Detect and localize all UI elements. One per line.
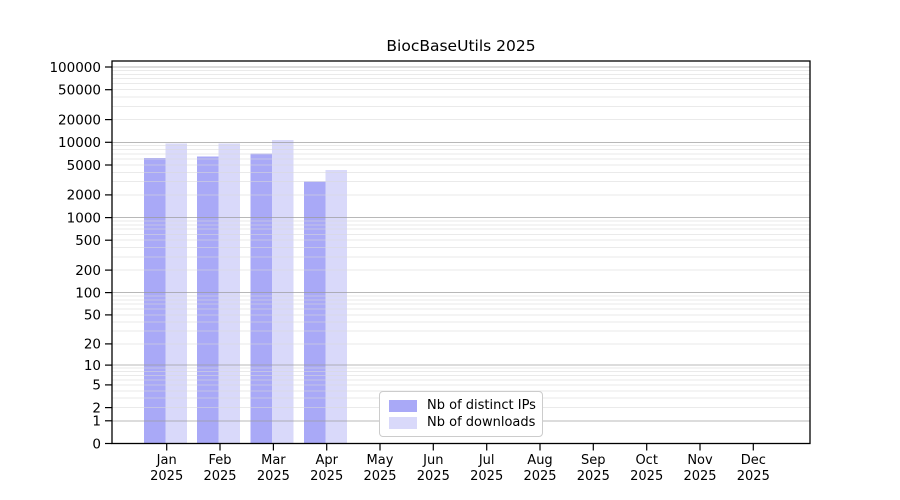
y-tick-label: 500	[75, 233, 101, 249]
y-tick-label: 100	[75, 285, 101, 301]
legend-label-downloads: Nb of downloads	[427, 415, 536, 430]
x-tick-label-year: 2025	[737, 469, 770, 484]
bar-mar-downloads	[272, 140, 294, 444]
x-tick-label-year: 2025	[363, 469, 396, 484]
bar-mar-distinct-ips	[250, 153, 272, 444]
bar-apr-downloads	[325, 169, 347, 444]
y-tick-label: 10000	[58, 135, 101, 151]
x-tick-label-year: 2025	[630, 469, 663, 484]
y-tick-label: 20	[84, 337, 101, 353]
distinct-ips-swatch-icon	[389, 400, 417, 412]
plot-border	[111, 60, 811, 445]
x-tick-label-year: 2025	[203, 469, 236, 484]
legend: Nb of distinct IPs Nb of downloads	[379, 391, 543, 437]
legend-label-distinct-ips: Nb of distinct IPs	[427, 398, 536, 413]
x-tick-label-year: 2025	[470, 469, 503, 484]
x-tick-label-month: Aug	[527, 453, 552, 468]
y-tick-label: 1	[92, 414, 101, 430]
x-tick-label-month: Jan	[156, 453, 177, 468]
downloads-swatch-icon	[389, 417, 417, 429]
x-tick-label-month: Sep	[581, 453, 606, 468]
y-tick-label: 50	[84, 308, 101, 324]
y-tick-label: 50000	[58, 83, 101, 99]
x-tick-label-month: Jul	[478, 453, 495, 468]
x-tick-label-year: 2025	[257, 469, 290, 484]
y-tick-label: 1000	[67, 210, 101, 226]
y-tick-label: 100000	[49, 60, 101, 76]
x-tick-label-year: 2025	[523, 469, 556, 484]
x-tick-label-year: 2025	[150, 469, 183, 484]
y-tick-label: 0	[92, 436, 101, 452]
x-tick-label-month: Apr	[315, 453, 338, 468]
x-tick-label-month: May	[367, 453, 394, 468]
chart-title: BiocBaseUtils 2025	[386, 37, 536, 55]
x-tick-label-year: 2025	[417, 469, 450, 484]
x-tick-label-month: Nov	[687, 453, 713, 468]
x-tick-label-month: Jun	[422, 453, 443, 468]
x-tick-label-month: Oct	[635, 453, 657, 468]
x-tick-label-month: Feb	[208, 453, 231, 468]
x-tick-label-year: 2025	[683, 469, 716, 484]
legend-item-distinct-ips: Nb of distinct IPs	[389, 399, 536, 413]
y-tick-label: 5000	[67, 158, 101, 174]
legend-item-downloads: Nb of downloads	[389, 415, 536, 430]
x-tick-label-month: Mar	[261, 453, 286, 468]
y-tick-label: 2	[92, 400, 101, 416]
bar-jan-distinct-ips	[143, 157, 166, 444]
x-tick-label-month: Dec	[741, 453, 766, 468]
y-tick-label: 2000	[67, 188, 101, 204]
y-tick-label: 5	[92, 378, 101, 394]
y-tick-label: 20000	[58, 112, 101, 128]
x-tick-label-year: 2025	[310, 469, 343, 484]
x-tick-label-year: 2025	[577, 469, 610, 484]
y-tick-label: 200	[75, 263, 101, 279]
y-tick-label: 10	[84, 358, 101, 374]
